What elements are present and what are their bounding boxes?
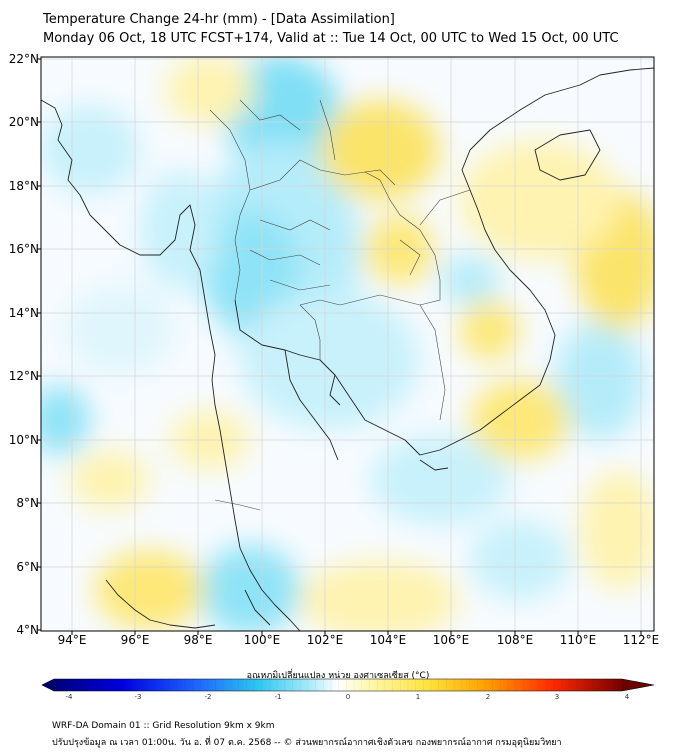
internal-borders	[209, 99, 471, 511]
lon-label: 100°E	[243, 633, 281, 647]
coastlines	[41, 67, 654, 631]
colorbar-tick: -2	[204, 693, 212, 701]
footer-model-info: WRF-DA Domain 01 :: Grid Resolution 9km …	[52, 721, 275, 731]
lon-label: 94°E	[57, 633, 87, 647]
lon-label: 110°E	[559, 633, 597, 647]
colorbar-tick: 3	[554, 693, 560, 701]
lat-label: 16°N	[8, 242, 39, 256]
lon-label: 108°E	[496, 633, 534, 647]
colorbar-tick: 1	[415, 693, 421, 701]
lat-label: 14°N	[8, 306, 39, 320]
lon-label: 98°E	[183, 633, 213, 647]
chart-title: Temperature Change 24-hr (mm) - [Data As…	[43, 12, 395, 27]
colorbar-tick: 4	[624, 693, 630, 701]
temperature-change-map	[37, 56, 655, 635]
lat-label: 18°N	[8, 179, 39, 193]
colorbar-tick: -4	[65, 693, 73, 701]
lat-label: 12°N	[8, 369, 39, 383]
lat-label: 22°N	[8, 52, 39, 66]
lat-label: 8°N	[16, 496, 39, 510]
map-frame	[40, 56, 655, 632]
axis-ticks	[37, 58, 642, 635]
colorbar-tick: 2	[485, 693, 491, 701]
chart-subtitle: Monday 06 Oct, 18 UTC FCST+174, Valid at…	[43, 31, 619, 46]
lon-label: 96°E	[120, 633, 150, 647]
lon-label: 104°E	[369, 633, 407, 647]
colorbar-tick: -3	[134, 693, 142, 701]
colorbar-tick: -1	[274, 693, 282, 701]
colorbar-tick: 0	[345, 693, 351, 701]
lon-label: 102°E	[306, 633, 344, 647]
lat-label: 20°N	[8, 115, 39, 129]
lat-label: 4°N	[16, 623, 39, 637]
footer-credit: ปรับปรุงข้อมูล ณ เวลา 01:00น. วัน อ. ที่…	[52, 738, 562, 748]
lat-label: 10°N	[8, 433, 39, 447]
lat-label: 6°N	[16, 560, 39, 574]
lon-label: 112°E	[622, 633, 660, 647]
lon-label: 106°E	[432, 633, 470, 647]
graticule	[41, 57, 654, 631]
colorbar-title: อุณหภูมิเปลี่ยนแปลง หน่วย องศาเซลเซียส (…	[246, 671, 430, 681]
